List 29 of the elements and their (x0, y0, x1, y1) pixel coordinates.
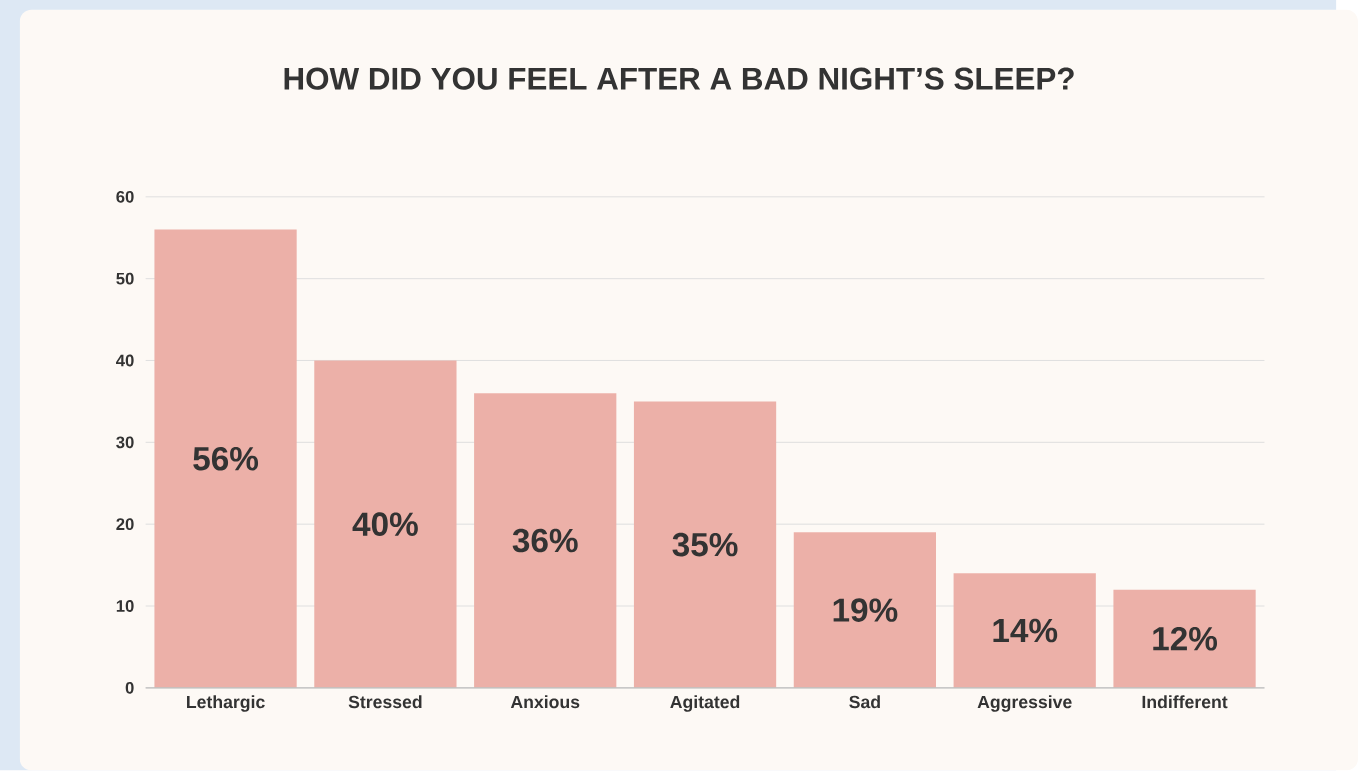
data-label: 36% (512, 528, 578, 553)
bar (633, 401, 777, 689)
y-tick-label: 50 (116, 272, 134, 285)
x-tick-label: Lethargic (187, 695, 265, 713)
data-label: 35% (672, 533, 738, 557)
bar (793, 532, 937, 689)
y-tick-label: 10 (116, 600, 134, 613)
x-tick-label: Aggressive (977, 695, 1072, 713)
y-tick-label: 40 (116, 354, 134, 367)
x-tick-label: Anxious (510, 695, 580, 709)
x-tick-label: Indifferent (1142, 695, 1228, 709)
y-tick-label: 30 (116, 436, 134, 449)
y-tick-label: 0 (125, 682, 134, 694)
x-tick-label: Stressed (348, 695, 422, 709)
x-tick-label: Sad (849, 695, 880, 709)
bar (154, 229, 297, 689)
chart-title: HOW DID YOU FEEL AFTER A BAD NIGHT’S SLEEP? (284, 67, 1074, 91)
y-tick-label: 20 (116, 518, 134, 531)
data-label: 56% (193, 447, 259, 471)
data-label: 12% (1153, 627, 1218, 651)
bar (314, 360, 457, 689)
bar (474, 393, 617, 689)
data-label: 19% (833, 598, 898, 623)
y-tick-label: 60 (116, 191, 134, 203)
data-label: 40% (352, 512, 418, 537)
x-tick-label: Agitated (670, 695, 740, 713)
bar (1113, 589, 1256, 689)
bar (953, 573, 1096, 689)
data-label: 14% (993, 619, 1058, 643)
